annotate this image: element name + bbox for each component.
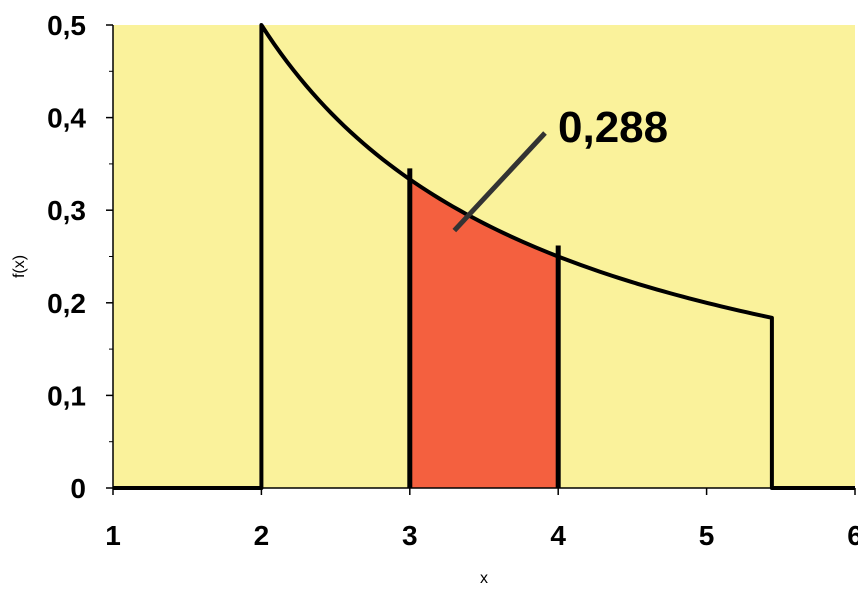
shaded-area: [409, 179, 559, 488]
y-tick-label: 0,4: [47, 103, 86, 134]
y-tick-labels: 0 0,1 0,2 0,3 0,4 0,5: [47, 10, 86, 504]
y-tick-label: 0,5: [47, 10, 86, 41]
y-tick-label: 0,2: [47, 288, 86, 319]
x-tick-label: 6: [847, 520, 858, 551]
x-tick-labels: 1 2 3 4 5 6: [105, 520, 858, 551]
y-tick-label: 0: [70, 473, 86, 504]
x-tick-label: 5: [699, 520, 715, 551]
x-tick-label: 2: [254, 520, 270, 551]
y-tick-label: 0,3: [47, 195, 86, 226]
density-curve: [113, 23, 855, 490]
x-tick-label: 4: [550, 520, 566, 551]
x-tick-label: 3: [402, 520, 418, 551]
x-tick-label: 1: [105, 520, 121, 551]
y-tick-label: 0,1: [47, 380, 86, 411]
area-annotation: 0,288: [558, 103, 668, 152]
region-bounds: [407, 168, 561, 488]
annotation-pointer: [452, 131, 547, 233]
x-axis-title: x: [480, 570, 488, 587]
y-axis-title: f(x): [11, 255, 28, 278]
